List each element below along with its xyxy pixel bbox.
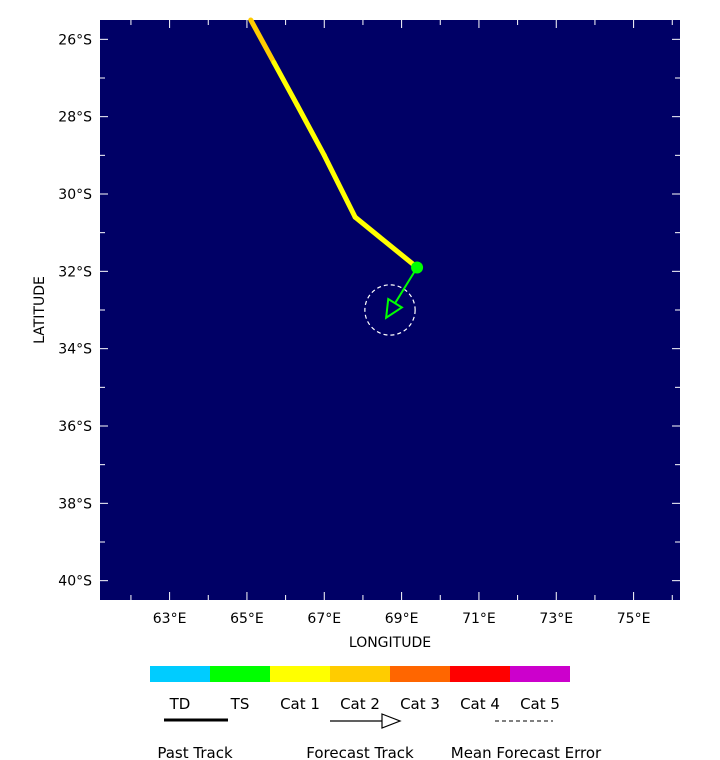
lat-tick-label: 34°S <box>58 342 92 358</box>
intensity-swatch <box>450 666 510 682</box>
x-axis-label: LONGITUDE <box>349 635 431 651</box>
forecast-track-line <box>394 266 418 304</box>
mean-forecast-error-circle <box>364 284 416 336</box>
past-track-segment <box>352 214 420 270</box>
intensity-label: Cat 1 <box>280 695 320 713</box>
y-axis-label: LATITUDE <box>32 276 48 344</box>
lon-tick-label: 65°E <box>230 611 264 627</box>
intensity-swatch <box>150 666 210 682</box>
intensity-labels: TD TS Cat 1 Cat 2 Cat 3 Cat 4 Cat 5 <box>169 695 560 713</box>
past-track-segment <box>271 60 300 108</box>
storm-track-layer <box>248 17 424 336</box>
past-track-segment <box>248 17 277 66</box>
lat-tick-label: 38°S <box>58 496 92 512</box>
past-track-segment <box>321 152 358 220</box>
lon-tick-label: 73°E <box>539 611 573 627</box>
lat-tick-label: 28°S <box>58 110 92 126</box>
past-track-label: Past Track <box>157 744 233 760</box>
lat-tick-label: 40°S <box>58 574 92 590</box>
intensity-swatch <box>390 666 450 682</box>
lat-tick-label: 26°S <box>58 32 92 48</box>
mean-error-label: Mean Forecast Error <box>451 744 602 760</box>
past-track-segment <box>294 102 327 158</box>
forecast-track-arrowhead <box>384 297 404 320</box>
intensity-swatch <box>210 666 270 682</box>
intensity-label: Cat 2 <box>340 695 380 713</box>
lon-tick-label: 63°E <box>153 611 187 627</box>
latitude-tick-labels: 26°S 28°S 30°S 32°S 34°S 36°S 38°S 40°S <box>58 32 92 589</box>
lat-tick-label: 36°S <box>58 419 92 435</box>
map-plot-area <box>100 20 680 600</box>
map-ticks <box>100 20 680 600</box>
forecast-track-legend-arrowhead <box>381 713 402 729</box>
lat-tick-label: 32°S <box>58 264 92 280</box>
lon-tick-label: 67°E <box>307 611 341 627</box>
longitude-tick-labels: 63°E 65°E 67°E 69°E 71°E 73°E 75°E <box>153 611 651 627</box>
intensity-swatch <box>510 666 570 682</box>
forecast-track-label: Forecast Track <box>306 744 414 760</box>
intensity-swatch <box>270 666 330 682</box>
lat-tick-label: 30°S <box>58 187 92 203</box>
intensity-label: Cat 5 <box>520 695 560 713</box>
intensity-color-bar <box>150 666 570 682</box>
intensity-swatch <box>330 666 390 682</box>
lon-tick-label: 69°E <box>385 611 419 627</box>
intensity-label: Cat 4 <box>460 695 500 713</box>
lon-tick-label: 71°E <box>462 611 496 627</box>
intensity-label: Cat 3 <box>400 695 440 713</box>
current-position-marker <box>411 261 424 274</box>
intensity-label: TS <box>230 695 250 713</box>
lon-tick-label: 75°E <box>617 611 651 627</box>
intensity-label: TD <box>169 695 191 713</box>
